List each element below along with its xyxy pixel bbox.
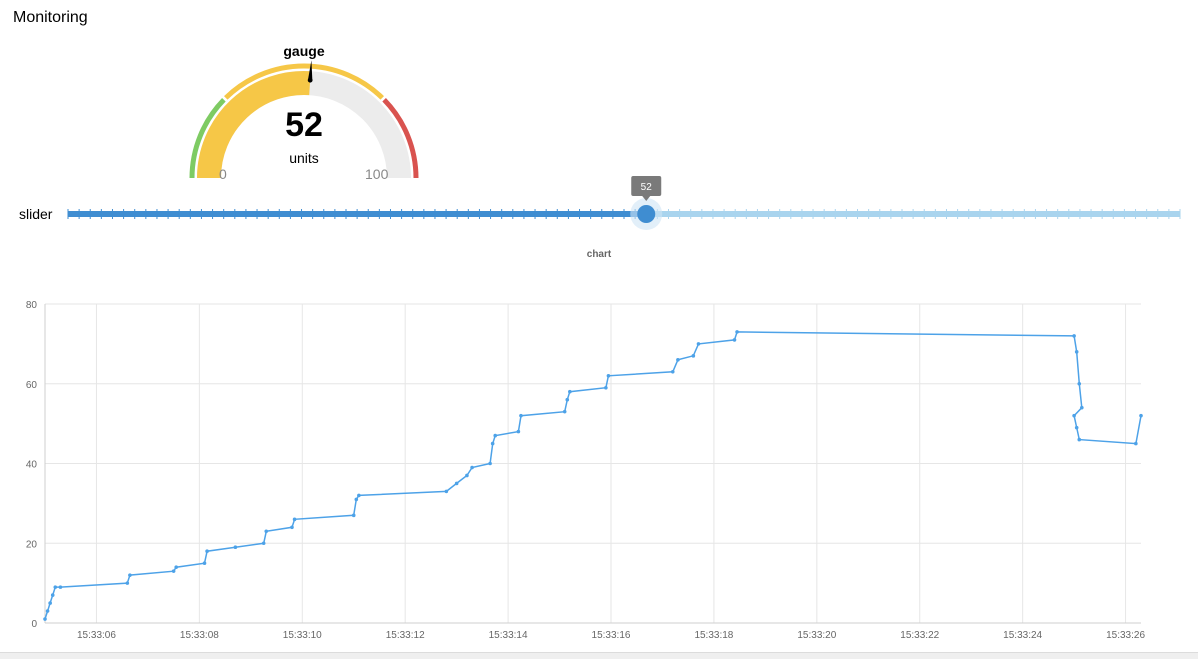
gauge-dial (189, 60, 419, 179)
chart-data-point (470, 465, 474, 470)
chart-xtick-label: 15:33:18 (694, 630, 733, 641)
chart-data-point (670, 369, 675, 374)
chart-data-point (1072, 413, 1076, 418)
chart-data-point (354, 497, 359, 502)
chart-data-point (53, 585, 58, 589)
chart-series-line (44, 331, 1142, 620)
chart-data-point (1077, 437, 1082, 442)
chart-data-point (264, 529, 269, 534)
chart-data-point (519, 413, 523, 418)
chart-data-point (45, 609, 50, 613)
gauge-band-0 (189, 98, 226, 179)
chart-data-point (735, 330, 739, 334)
chart-ytick-label: 0 (31, 619, 37, 630)
chart-data-point (290, 525, 294, 530)
chart-data-point (174, 565, 179, 569)
chart-data-point (1134, 441, 1138, 446)
chart-data-point (691, 354, 696, 358)
gauge-widget: gauge 52 units 0 100 (185, 40, 425, 190)
chart-data-point (1077, 381, 1082, 386)
gauge-max-label: 100 (365, 166, 389, 182)
chart-data-point (696, 342, 701, 346)
chart-data-point (493, 433, 498, 438)
gauge-value: 52 (285, 106, 323, 144)
chart-data-point (562, 409, 567, 414)
bottom-scrollbar[interactable] (0, 652, 1198, 659)
chart-data-point (48, 601, 52, 605)
chart-xtick-label: 15:33:10 (283, 630, 322, 641)
chart-data-point (454, 481, 459, 486)
chart-data-point (516, 429, 521, 434)
slider-thumb[interactable] (637, 205, 656, 223)
gauge-min-label: 0 (219, 166, 227, 182)
chart-data-point (351, 513, 356, 518)
chart-data-point (1072, 334, 1076, 338)
chart-data-point (732, 338, 737, 342)
chart-xtick-label: 15:33:24 (1003, 630, 1042, 641)
chart-data-point (1074, 350, 1079, 354)
chart-data-point (565, 397, 570, 402)
app-title: Monitoring (13, 9, 88, 26)
chart-data-point (202, 561, 207, 565)
chart-data-point (128, 573, 132, 577)
chart-data-point (488, 461, 492, 466)
chart-xtick-label: 15:33:08 (180, 630, 219, 641)
chart-xtick-label: 15:33:26 (1106, 630, 1145, 641)
chart-data-point (58, 585, 63, 589)
chart-data-point (125, 581, 130, 585)
chart-data-point (606, 373, 611, 378)
chart-data-point (1074, 425, 1079, 430)
chart-xtick-label: 15:33:06 (77, 630, 116, 641)
slider-tooltip-arrow (642, 196, 651, 201)
line-chart: 0 20 40 60 80 15:33:06 15:33:08 15:33:10 15:33:1… (26, 300, 1146, 641)
chart-ytick-label: 80 (26, 300, 38, 311)
chart-xtick-label: 15:33:12 (386, 630, 425, 641)
gauge-band-1 (224, 63, 384, 100)
chart-xtick-label: 15:33:20 (797, 630, 836, 641)
chart-data-point (568, 389, 572, 394)
chart-data-point (490, 441, 495, 446)
slider-tooltip-value: 52 (641, 182, 653, 193)
chart-data-point (292, 517, 297, 522)
chart-data-point (261, 541, 266, 546)
chart-xtick-label: 15:33:14 (489, 630, 528, 641)
chart-title: chart (586, 249, 612, 260)
chart-data-point (233, 545, 238, 550)
gauge-band-2 (382, 98, 419, 179)
gauge-value-arc (197, 71, 311, 179)
chart-data-point (465, 473, 469, 478)
chart-data-point (171, 569, 176, 573)
gauge-needle (307, 60, 313, 81)
chart-ytick-label: 60 (26, 380, 38, 391)
gauge-units: units (289, 150, 319, 166)
chart-xtick-label: 15:33:16 (592, 630, 631, 641)
chart-ytick-label: 40 (26, 460, 38, 471)
chart-data-point (1080, 405, 1084, 410)
chart-data-point (43, 617, 47, 621)
chart-data-point (50, 593, 55, 597)
gauge-needle-base (307, 77, 313, 83)
chart-data-point (205, 549, 209, 554)
gauge-title: gauge (283, 43, 325, 59)
chart-ytick-label: 20 (26, 539, 38, 550)
chart-data-point (1139, 413, 1143, 418)
slider-tooltip (631, 176, 662, 196)
chart-data-point (444, 489, 449, 494)
chart-data-point (676, 358, 680, 362)
chart-xtick-label: 15:33:22 (900, 630, 939, 641)
slider-label: slider (19, 206, 53, 222)
slider[interactable]: 52 (60, 176, 1190, 240)
chart-data-point (357, 493, 361, 498)
chart-data-point (604, 385, 608, 390)
